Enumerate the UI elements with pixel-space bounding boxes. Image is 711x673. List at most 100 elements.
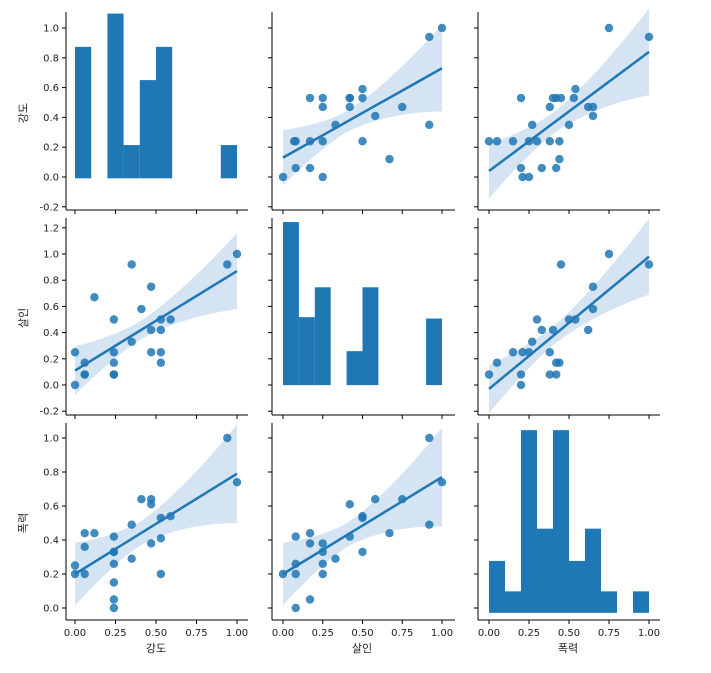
scatter-point — [109, 559, 119, 568]
scatter-point — [358, 93, 367, 103]
scatter-point — [571, 315, 580, 324]
histogram-bar — [601, 591, 617, 613]
x-axis-label-강도: 강도 — [146, 642, 166, 655]
scatter-point — [70, 561, 80, 570]
scatter-point — [156, 569, 166, 579]
x-tick-label: 0.00 — [272, 628, 294, 639]
x-tick-label: 0.75 — [598, 628, 620, 639]
histogram-bar — [521, 430, 537, 613]
scatter-point — [571, 84, 580, 94]
panel-살인-살인 — [268, 218, 455, 419]
scatter-point — [588, 282, 598, 291]
y-tick-label: 0.8 — [43, 468, 59, 479]
scatter-point — [156, 358, 166, 367]
y-axis-labels: 강도 살인 폭력 — [17, 103, 30, 533]
y-tick-label: 0.0 — [43, 381, 59, 392]
y-tick-label: 1.2 — [43, 223, 59, 234]
panel-폭력-강도: 0.0 0.2 0.4 0.6 0.8 1.0 0.00 0.25 0.50 0.75 1.00 — [43, 423, 248, 639]
scatter-point — [385, 529, 394, 538]
panel-폭력-폭력: 0.00 0.25 0.50 0.75 1.00 — [474, 423, 660, 639]
scatter-point — [516, 93, 526, 103]
scatter-point — [537, 163, 546, 173]
y-tick-label: 1.0 — [43, 434, 59, 445]
scatter-point — [385, 154, 394, 164]
scatter-point — [291, 603, 300, 613]
regression-line — [282, 476, 443, 576]
y-tick-label: 1.0 — [43, 250, 59, 261]
scatter-point — [425, 520, 434, 529]
scatter-point — [532, 315, 542, 324]
histogram-bar — [107, 13, 124, 179]
scatter-point — [437, 23, 447, 33]
y-axis-label-살인: 살인 — [17, 308, 30, 328]
scatter-point — [146, 348, 156, 357]
scatter-point — [345, 102, 354, 112]
histogram-bar — [537, 528, 553, 613]
y-axis-label-폭력: 폭력 — [17, 513, 30, 533]
scatter-point — [569, 93, 578, 103]
scatter-point — [545, 370, 554, 379]
y-tick-label: 1.0 — [43, 24, 59, 35]
scatter-point — [80, 370, 89, 379]
scatter-point — [127, 554, 136, 563]
scatter-point — [109, 578, 119, 587]
scatter-point — [516, 163, 526, 173]
scatter-point — [371, 111, 380, 121]
x-tick-label: 0.75 — [185, 628, 207, 639]
confidence-band — [75, 424, 237, 606]
y-tick-label: 0.2 — [43, 354, 59, 365]
confidence-band — [489, 8, 649, 199]
x-tick-label: 0.50 — [145, 628, 167, 639]
scatter-point — [537, 325, 546, 335]
scatter-point — [146, 539, 156, 548]
x-axis-label-살인: 살인 — [352, 642, 372, 655]
scatter-point — [552, 370, 561, 379]
scatter-point — [516, 380, 526, 390]
scatter-point — [425, 120, 434, 130]
scatter-point — [584, 325, 593, 335]
x-tick-label: 0.50 — [558, 628, 580, 639]
scatter-point — [492, 137, 502, 146]
scatter-point — [644, 32, 654, 42]
scatter-point — [80, 569, 89, 579]
scatter-point — [425, 32, 434, 42]
scatter-point — [492, 358, 502, 367]
y-tick-label: 0.6 — [43, 302, 59, 313]
scatter-point — [291, 137, 300, 146]
regression-line — [74, 269, 238, 372]
x-tick-label: 0.25 — [518, 628, 540, 639]
scatter-point — [305, 93, 315, 103]
scatter-point — [484, 370, 494, 379]
scatter-point — [545, 102, 554, 112]
scatter-point — [305, 539, 315, 548]
x-tick-label: 0.25 — [312, 628, 334, 639]
scatter-point — [532, 137, 542, 146]
panel-강도-폭력 — [474, 8, 660, 214]
scatter-point — [358, 547, 367, 557]
scatter-point — [90, 293, 99, 302]
scatter-point — [437, 478, 447, 487]
panel-살인-강도: -0.2 0.0 0.2 0.4 0.6 0.8 1.0 1.2 — [39, 218, 248, 419]
y-tick-label: 0.4 — [43, 113, 59, 124]
scatter-point — [604, 23, 614, 33]
x-tick-label: 0.00 — [64, 628, 86, 639]
scatter-point — [318, 102, 327, 112]
scatter-point — [555, 137, 564, 146]
scatter-point — [156, 325, 166, 335]
scatter-point — [166, 315, 175, 324]
histogram-bar — [75, 46, 92, 179]
scatter-point — [146, 282, 156, 291]
y-axis-label-강도: 강도 — [17, 103, 30, 123]
scatter-point — [232, 249, 242, 259]
y-tick-label: 0.6 — [43, 83, 59, 94]
scatter-point — [223, 260, 232, 269]
histogram-bar — [139, 80, 156, 179]
scatter-point — [516, 370, 526, 379]
scatter-point — [508, 137, 518, 146]
y-tick-label: 0.0 — [43, 173, 59, 184]
scatter-point — [109, 603, 119, 613]
scatter-point — [291, 532, 300, 541]
scatter-point — [555, 358, 564, 367]
scatter-point — [318, 137, 327, 146]
